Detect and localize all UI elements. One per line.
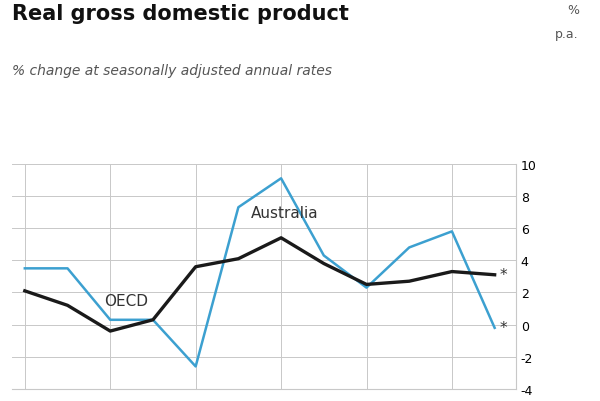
Text: Australia: Australia [251,205,319,220]
Text: % change at seasonally adjusted annual rates: % change at seasonally adjusted annual r… [12,64,332,78]
Text: *: * [500,267,508,283]
Text: %: % [567,4,579,17]
Text: OECD: OECD [104,293,148,308]
Text: p.a.: p.a. [556,28,579,41]
Text: Real gross domestic product: Real gross domestic product [12,4,349,24]
Text: *: * [500,320,508,336]
